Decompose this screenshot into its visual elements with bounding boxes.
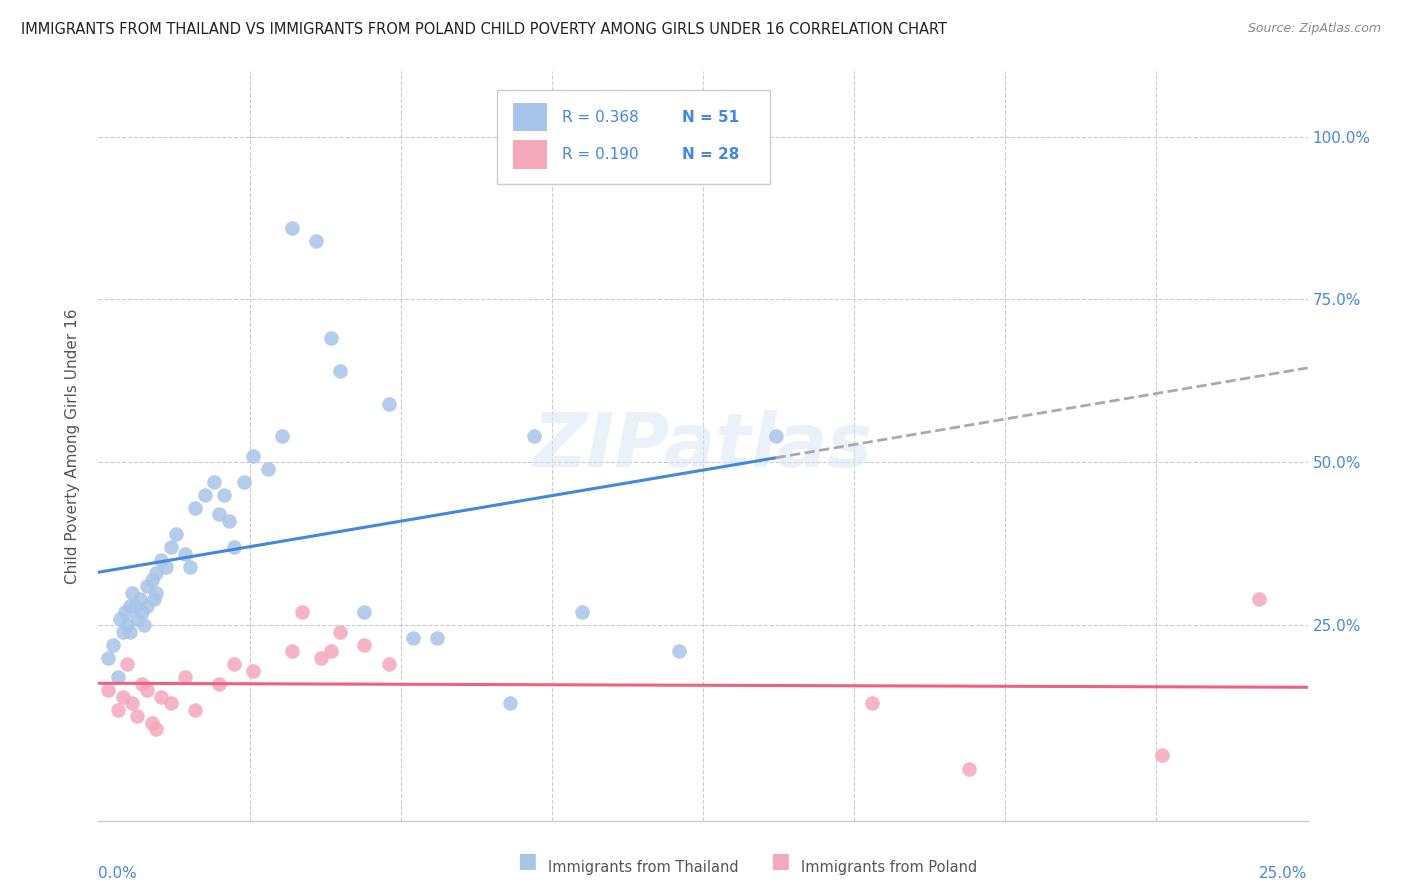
Text: R = 0.190: R = 0.190	[561, 147, 638, 162]
Point	[135, 683, 157, 698]
Point	[141, 715, 163, 730]
Point	[571, 605, 593, 619]
Point	[150, 553, 173, 567]
Point	[271, 429, 294, 443]
Text: Source: ZipAtlas.com: Source: ZipAtlas.com	[1247, 22, 1381, 36]
Point	[118, 624, 141, 639]
Point	[135, 579, 157, 593]
Text: Immigrants from Thailand: Immigrants from Thailand	[548, 860, 740, 874]
FancyBboxPatch shape	[498, 90, 769, 184]
FancyBboxPatch shape	[513, 103, 547, 131]
Point	[402, 631, 425, 645]
Point	[135, 599, 157, 613]
Point	[101, 638, 124, 652]
Point	[134, 618, 156, 632]
Point	[141, 573, 163, 587]
Point	[174, 547, 197, 561]
Point	[208, 677, 231, 691]
Text: ■: ■	[517, 851, 537, 871]
Point	[145, 723, 167, 737]
Point	[114, 605, 136, 619]
Point	[377, 657, 399, 672]
Point	[668, 644, 690, 658]
Point	[118, 599, 141, 613]
Text: N = 51: N = 51	[682, 110, 740, 125]
Point	[124, 599, 146, 613]
Point	[281, 644, 304, 658]
Point	[329, 624, 352, 639]
Point	[353, 605, 375, 619]
Text: R = 0.368: R = 0.368	[561, 110, 638, 125]
Point	[426, 631, 449, 645]
Point	[107, 703, 129, 717]
Point	[111, 624, 134, 639]
Point	[150, 690, 173, 704]
Point	[184, 703, 207, 717]
Point	[155, 559, 177, 574]
Point	[329, 364, 352, 378]
Point	[218, 514, 240, 528]
Text: Immigrants from Poland: Immigrants from Poland	[801, 860, 977, 874]
Text: N = 28: N = 28	[682, 147, 740, 162]
Point	[305, 234, 328, 248]
Text: ■: ■	[770, 851, 790, 871]
Point	[121, 585, 143, 599]
Point	[281, 220, 304, 235]
Point	[290, 605, 312, 619]
Point	[204, 475, 226, 489]
Point	[319, 331, 342, 345]
Point	[131, 605, 153, 619]
Point	[107, 670, 129, 684]
Point	[97, 650, 120, 665]
Point	[1249, 592, 1271, 607]
Point	[256, 462, 278, 476]
Point	[232, 475, 254, 489]
Point	[160, 697, 183, 711]
Point	[174, 670, 197, 684]
Point	[1152, 748, 1174, 763]
Text: 0.0%: 0.0%	[98, 865, 138, 880]
Point	[184, 500, 207, 515]
Point	[309, 650, 332, 665]
Point	[108, 612, 131, 626]
Point	[127, 709, 149, 723]
Text: 25.0%: 25.0%	[1260, 865, 1308, 880]
Point	[121, 697, 143, 711]
Point	[179, 559, 201, 574]
Point	[145, 585, 167, 599]
Point	[165, 527, 187, 541]
Point	[208, 508, 231, 522]
Point	[242, 664, 264, 678]
Point	[498, 697, 520, 711]
Point	[128, 592, 150, 607]
Point	[212, 488, 235, 502]
Point	[160, 540, 183, 554]
Point	[97, 683, 120, 698]
Point	[377, 397, 399, 411]
Point	[957, 762, 980, 776]
Y-axis label: Child Poverty Among Girls Under 16: Child Poverty Among Girls Under 16	[65, 309, 80, 583]
Point	[127, 612, 149, 626]
Point	[222, 657, 245, 672]
Point	[194, 488, 217, 502]
Point	[117, 618, 139, 632]
Point	[523, 429, 546, 443]
Point	[131, 677, 153, 691]
Point	[319, 644, 342, 658]
Point	[117, 657, 139, 672]
Text: ZIPatlas: ZIPatlas	[533, 409, 873, 483]
Point	[765, 429, 787, 443]
Point	[222, 540, 245, 554]
Point	[353, 638, 375, 652]
Point	[860, 697, 883, 711]
Text: IMMIGRANTS FROM THAILAND VS IMMIGRANTS FROM POLAND CHILD POVERTY AMONG GIRLS UND: IMMIGRANTS FROM THAILAND VS IMMIGRANTS F…	[21, 22, 948, 37]
Point	[111, 690, 134, 704]
Point	[145, 566, 167, 580]
Point	[242, 449, 264, 463]
FancyBboxPatch shape	[513, 140, 547, 169]
Point	[143, 592, 166, 607]
